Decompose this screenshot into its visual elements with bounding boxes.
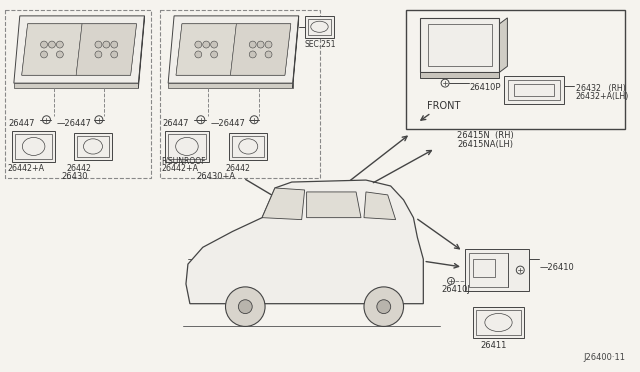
Polygon shape bbox=[186, 180, 423, 304]
Bar bbox=[77, 135, 109, 157]
Bar bbox=[308, 19, 332, 35]
Bar bbox=[406, 10, 625, 129]
Bar bbox=[15, 134, 52, 159]
Circle shape bbox=[195, 51, 202, 58]
Bar bbox=[428, 24, 492, 66]
Polygon shape bbox=[138, 16, 145, 88]
Circle shape bbox=[265, 41, 272, 48]
Text: 26415N  (RH): 26415N (RH) bbox=[457, 131, 514, 140]
Polygon shape bbox=[22, 24, 136, 75]
Text: 26432+A(LH): 26432+A(LH) bbox=[575, 92, 629, 101]
Circle shape bbox=[103, 41, 110, 48]
Bar bbox=[232, 135, 264, 157]
Text: —26410: —26410 bbox=[540, 263, 575, 272]
Circle shape bbox=[265, 51, 272, 58]
Text: J26400·11: J26400·11 bbox=[583, 353, 625, 362]
Circle shape bbox=[111, 41, 118, 48]
Polygon shape bbox=[499, 18, 508, 72]
Text: —26447: —26447 bbox=[211, 119, 246, 128]
Bar bbox=[12, 131, 56, 162]
Polygon shape bbox=[307, 192, 361, 218]
Text: —26447: —26447 bbox=[56, 119, 92, 128]
Bar bbox=[5, 10, 151, 178]
Text: 26447: 26447 bbox=[162, 119, 189, 128]
Circle shape bbox=[195, 41, 202, 48]
Text: SEC.251: SEC.251 bbox=[305, 39, 336, 49]
Text: 26410J: 26410J bbox=[441, 285, 470, 294]
Bar bbox=[230, 132, 267, 160]
Circle shape bbox=[111, 51, 118, 58]
Bar bbox=[473, 259, 495, 277]
Bar bbox=[473, 307, 524, 338]
Polygon shape bbox=[14, 83, 138, 88]
Circle shape bbox=[377, 300, 390, 314]
Text: 26442+A: 26442+A bbox=[161, 164, 198, 173]
Circle shape bbox=[211, 41, 218, 48]
Bar bbox=[465, 249, 529, 291]
Polygon shape bbox=[176, 24, 291, 75]
Circle shape bbox=[203, 41, 210, 48]
Polygon shape bbox=[168, 16, 299, 83]
Text: 26442: 26442 bbox=[225, 164, 250, 173]
Bar bbox=[165, 131, 209, 162]
Circle shape bbox=[95, 41, 102, 48]
Polygon shape bbox=[14, 16, 145, 83]
Polygon shape bbox=[230, 24, 291, 75]
Bar bbox=[476, 310, 521, 335]
Polygon shape bbox=[168, 83, 292, 88]
Circle shape bbox=[364, 287, 404, 327]
Text: 26442+A: 26442+A bbox=[8, 164, 45, 173]
Text: 26447: 26447 bbox=[8, 119, 35, 128]
Circle shape bbox=[249, 41, 256, 48]
Text: 26411: 26411 bbox=[481, 341, 507, 350]
Bar bbox=[420, 18, 499, 72]
Circle shape bbox=[95, 51, 102, 58]
Circle shape bbox=[56, 51, 63, 58]
Circle shape bbox=[238, 300, 252, 314]
Polygon shape bbox=[262, 188, 305, 219]
Bar bbox=[74, 132, 112, 160]
Circle shape bbox=[56, 41, 63, 48]
Circle shape bbox=[225, 287, 265, 327]
Circle shape bbox=[40, 41, 47, 48]
Bar bbox=[168, 134, 205, 159]
Text: 26442: 26442 bbox=[67, 164, 92, 173]
Text: 26415NA(LH): 26415NA(LH) bbox=[457, 140, 513, 148]
Polygon shape bbox=[176, 24, 236, 75]
Bar bbox=[515, 84, 554, 96]
Bar bbox=[305, 16, 334, 38]
Circle shape bbox=[40, 51, 47, 58]
Circle shape bbox=[49, 41, 56, 48]
Polygon shape bbox=[76, 24, 136, 75]
Text: 26430: 26430 bbox=[61, 172, 88, 181]
Bar bbox=[160, 10, 321, 178]
Bar bbox=[374, 251, 382, 255]
Polygon shape bbox=[364, 192, 396, 219]
Text: 26432   (RH): 26432 (RH) bbox=[575, 84, 625, 93]
Text: FRONT: FRONT bbox=[428, 101, 461, 111]
Bar bbox=[504, 76, 564, 104]
Bar bbox=[326, 251, 334, 255]
Text: F/SUNROOF: F/SUNROOF bbox=[161, 156, 205, 165]
Polygon shape bbox=[292, 16, 299, 88]
Polygon shape bbox=[420, 72, 499, 78]
Circle shape bbox=[249, 51, 256, 58]
Bar bbox=[469, 253, 508, 287]
Text: 26410P: 26410P bbox=[470, 83, 501, 92]
Polygon shape bbox=[22, 24, 82, 75]
Text: 26430+A: 26430+A bbox=[196, 172, 235, 181]
Bar bbox=[508, 80, 560, 100]
Circle shape bbox=[211, 51, 218, 58]
Circle shape bbox=[257, 41, 264, 48]
